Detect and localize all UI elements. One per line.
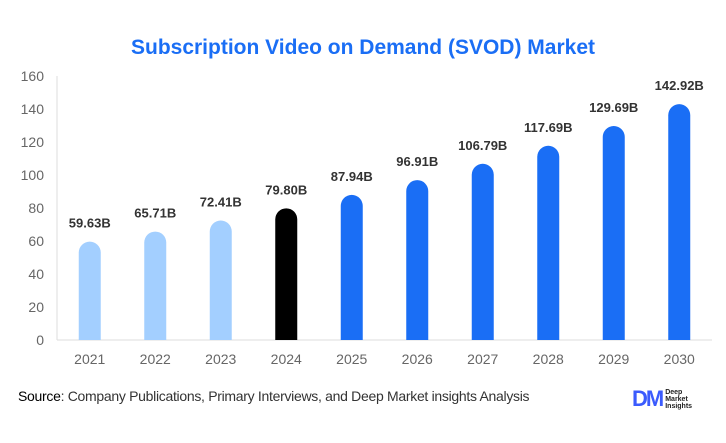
source-note: Source: Company Publications, Primary In…	[18, 388, 530, 404]
bar-2022	[144, 231, 167, 340]
x-tick-label: 2025	[336, 351, 367, 367]
x-tick-label: 2029	[598, 351, 629, 367]
y-tick-label: 80	[28, 200, 44, 216]
bar-2021	[78, 241, 101, 340]
source-label: Source	[18, 388, 61, 404]
source-text: : Company Publications, Primary Intervie…	[60, 388, 530, 404]
bar-chart: 0 20 40 60 80 100 120 140 160 59.63B 2021 65.71B 202…	[21, 68, 712, 367]
chart-title: Subscription Video on Demand (SVOD) Mark…	[130, 36, 595, 59]
y-tick-label: 140	[21, 101, 45, 117]
x-tick-label: 2022	[140, 351, 171, 367]
logo: DM Deep Market Insights	[632, 386, 693, 411]
data-label: 129.69B	[589, 100, 638, 115]
bar-2024	[275, 208, 298, 340]
bar-2028	[537, 145, 560, 340]
y-tick-label: 20	[28, 299, 44, 315]
y-tick-label: 60	[28, 233, 44, 249]
y-tick-label: 100	[21, 167, 45, 183]
bar-2027	[471, 163, 494, 340]
bar-2025	[340, 194, 363, 340]
data-label: 142.92B	[655, 78, 704, 93]
y-tick-label: 40	[28, 266, 44, 282]
x-tick-label: 2027	[467, 351, 498, 367]
data-label: 72.41B	[200, 195, 242, 210]
data-label: 65.71B	[134, 206, 176, 221]
y-tick-label: 120	[21, 134, 45, 150]
y-tick-label: 160	[21, 68, 45, 84]
data-label: 87.94B	[331, 169, 373, 184]
data-label: 106.79B	[458, 138, 507, 153]
data-label: 59.63B	[69, 216, 111, 231]
data-label: 79.80B	[265, 182, 307, 197]
x-tick-label: 2021	[74, 351, 105, 367]
bar-2030	[668, 104, 691, 340]
data-label: 96.91B	[396, 154, 438, 169]
y-tick-label: 0	[36, 332, 44, 348]
x-tick-label: 2023	[205, 351, 236, 367]
bar-2029	[602, 126, 625, 341]
data-label: 117.69B	[524, 120, 572, 135]
x-tick-label: 2026	[402, 351, 433, 367]
x-tick-label: 2028	[533, 351, 564, 367]
bar-2026	[406, 180, 429, 340]
bar-2023	[209, 220, 232, 340]
x-tick-label: 2030	[664, 351, 695, 367]
x-tick-label: 2024	[271, 351, 302, 367]
